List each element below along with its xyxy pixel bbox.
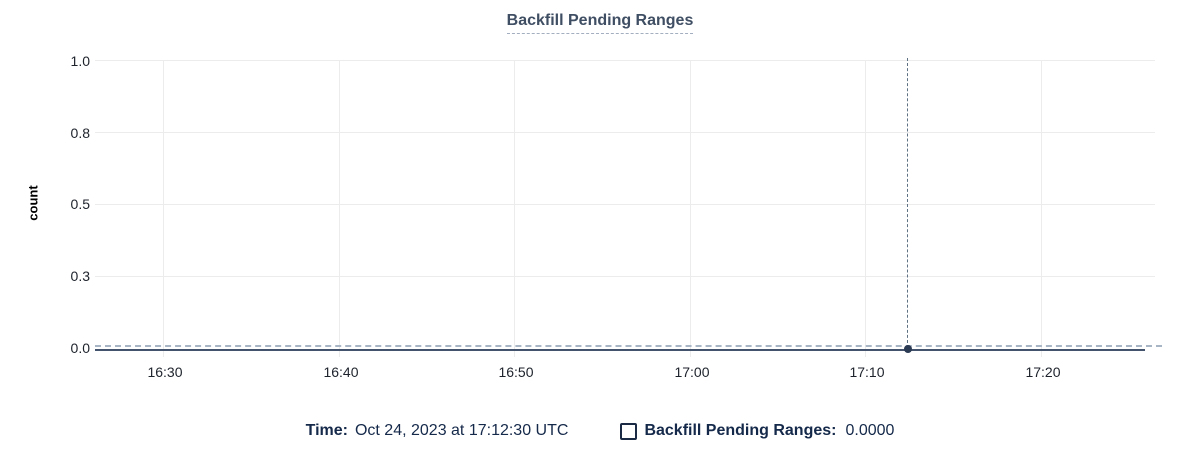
series-value: 0.0000 [845,422,895,439]
x-tick-label: 17:20 [1025,364,1061,380]
hover-legend: Time: Oct 24, 2023 at 17:12:30 UTC Backf… [0,422,1200,440]
gridline-vertical [865,60,866,357]
x-axis-line [95,349,1145,351]
gridline-vertical [690,60,691,357]
gridline-horizontal [95,204,1155,205]
y-axis-title: count [25,185,41,221]
time-label: Time: [305,422,348,439]
data-point-dot [904,345,912,353]
series-label: Backfill Pending Ranges: [644,422,837,439]
plot-area[interactable] [95,60,1155,348]
chart-header: Backfill Pending Ranges [0,12,1200,34]
y-tick-label: 0.5 [70,196,90,212]
y-tick-label: 0.0 [70,340,90,356]
time-value: Oct 24, 2023 at 17:12:30 UTC [354,422,569,439]
x-tick-label: 17:10 [849,364,885,380]
y-tick-label: 1.0 [70,53,90,69]
chart-title[interactable]: Backfill Pending Ranges [506,12,694,34]
gridline-horizontal [95,60,1155,61]
x-tick-label: 16:50 [498,364,534,380]
x-tick-label: 17:00 [674,364,710,380]
gridline-horizontal [95,132,1155,133]
crosshair-line [907,58,908,348]
gridline-horizontal [95,276,1155,277]
gridline-vertical [163,60,164,357]
gridline-vertical [339,60,340,357]
y-tick-label: 0.3 [70,268,90,284]
gridline-vertical [1041,60,1042,357]
series-line-zero [95,345,1162,347]
series-checkbox[interactable] [620,422,638,440]
x-tick-label: 16:30 [147,364,183,380]
gridline-vertical [514,60,515,357]
x-tick-label: 16:40 [323,364,359,380]
y-tick-label: 0.8 [70,125,90,141]
